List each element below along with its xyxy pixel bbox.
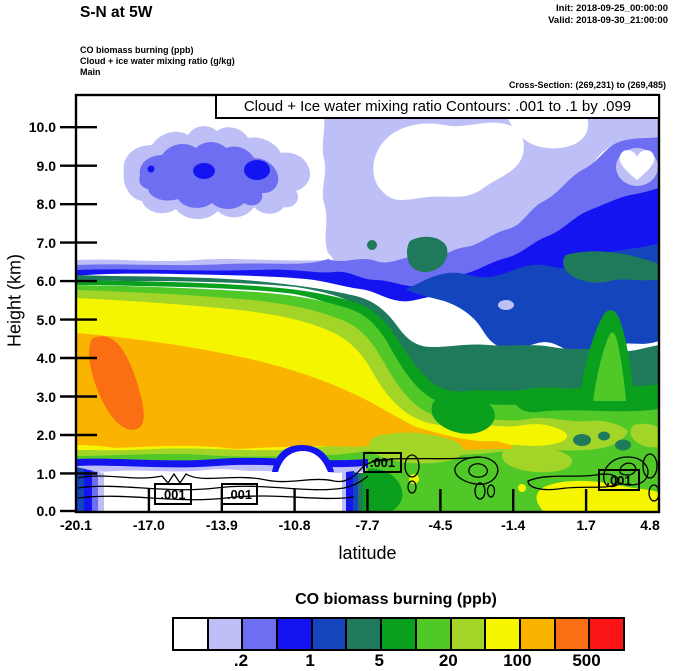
colorbar-tick-label: 1 [305,651,315,670]
field-legend-line1: CO biomass burning (ppb) [80,45,194,55]
colorbar-cell [382,619,417,649]
white-heart-hole [619,150,655,180]
contour-value-label: .001 [221,483,258,505]
x-tick-label: -13.9 [205,517,238,533]
x-tick-label: -20.1 [60,517,92,533]
colorbar-cell [451,619,487,649]
field-legend: CO biomass burning (ppb) Cloud + ice wat… [80,45,235,78]
colorbar-cell [520,619,556,649]
colorbar-tick-label: 5 [374,651,384,670]
y-tick-label: 0.0 [36,503,56,519]
field-legend-line2: Cloud + ice water mixing ratio (g/kg) [80,56,235,66]
y-tick-label: 4.0 [36,350,56,366]
y-tick-label: 3.0 [36,389,56,405]
north-lowlevel-field [368,310,659,512]
colorbar-cell [243,619,279,649]
y-tick-label: 1.0 [36,466,56,482]
contour-title-box: Cloud + Ice water mixing ratio Contours:… [215,94,660,119]
colorbar-cell [590,619,623,649]
y-tick-label: 5.0 [36,312,56,328]
colorbar-tick-label: 20 [438,651,458,670]
colorbar-tick-label: .2 [233,651,249,670]
x-tick-label: -17.0 [132,517,165,533]
x-tick-label: 1.7 [576,517,596,533]
cloud-contour-lines [77,453,659,502]
y-axis-title: Height (km) [4,254,25,348]
x-tick-label: -10.8 [278,517,311,533]
valid-timestamp: Valid: 2018-09-30_21:00:00 [548,15,668,26]
contour-field [76,95,659,512]
colorbar-cell [486,619,521,649]
upper-cloud-layers [76,95,659,355]
y-tick-label: 8.0 [36,196,56,212]
page-title: S-N at 5W [80,4,153,21]
y-tick-label: 6.0 [36,273,56,289]
x-tick-label: -4.5 [428,517,453,533]
y-tick-label: 10.0 [28,119,56,135]
cross-section-coords: Cross-Section: (269,231) to (269,485) [508,80,666,90]
init-timestamp: Init: 2018-09-25_00:00:00 [556,3,668,14]
contour-value-label: .001 [598,469,640,491]
cloud-blob-southwest [123,126,311,220]
colorbar-cell [278,619,313,649]
contour-value-label: .001 [363,452,402,473]
orange-co-core [76,333,514,451]
peak-co-blob [89,336,144,430]
colorbar-cell [174,619,209,649]
field-legend-line3: Main [80,67,101,77]
colorbar-cell [416,619,452,649]
x-axis-title: latitude [338,543,397,563]
colorbar-tick-label: 100 [503,651,532,670]
y-tick-label: 7.0 [36,235,56,251]
y-tick-label: 2.0 [36,427,56,443]
x-tick-label: 4.8 [640,517,660,533]
colorbar-cell [312,619,348,649]
x-tick-label: -1.4 [501,517,526,533]
colorbar-cell [555,619,591,649]
x-tick-label: -7.7 [355,517,380,533]
colorbar-title: CO biomass burning (ppb) [295,591,497,608]
colorbar [172,617,625,651]
colorbar-tick-label: 500 [572,651,601,670]
colorbar-cell [208,619,244,649]
colorbar-cell [347,619,383,649]
y-tick-label: 9.0 [36,158,56,174]
contour-value-label: .001 [154,483,192,505]
